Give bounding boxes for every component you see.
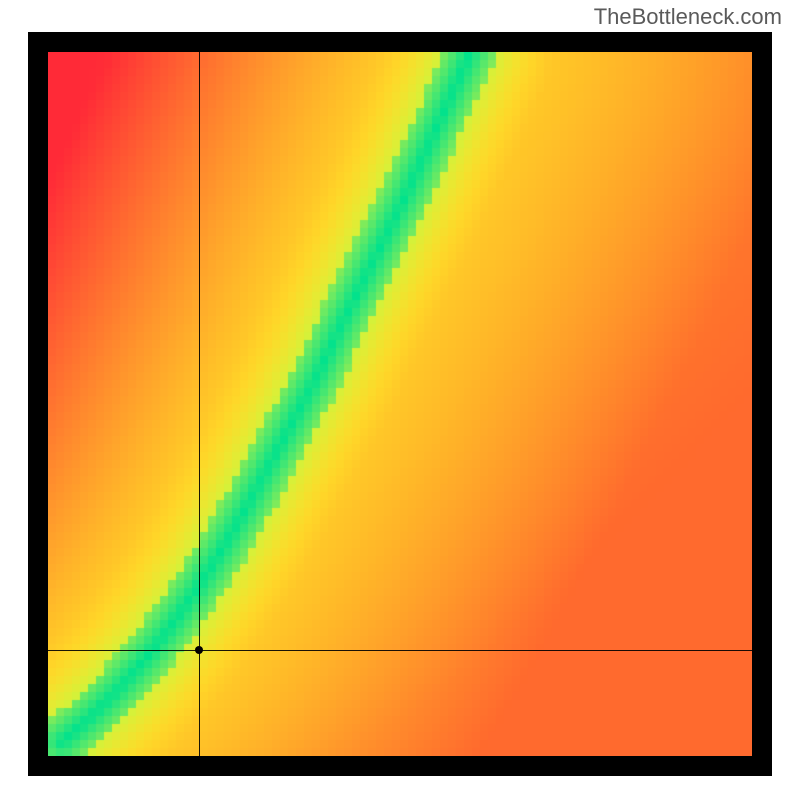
crosshair-horizontal [48, 650, 752, 651]
watermark-text: TheBottleneck.com [594, 4, 782, 30]
crosshair-marker-dot [195, 646, 203, 654]
heatmap-chart [28, 32, 772, 776]
plot-area [48, 52, 752, 756]
